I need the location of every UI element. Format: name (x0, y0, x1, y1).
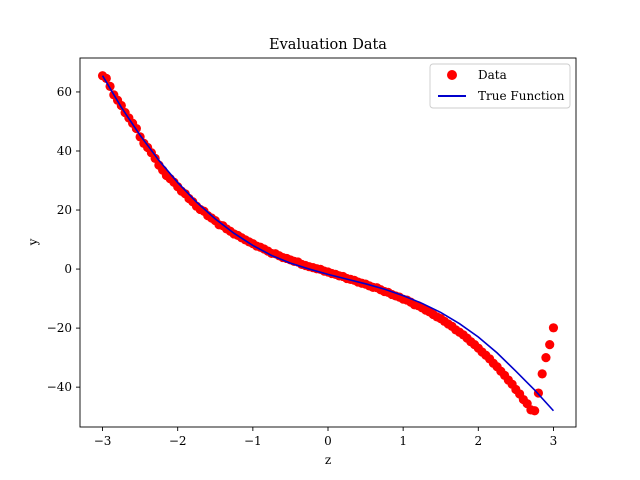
x-tick-label: −1 (244, 434, 262, 448)
y-tick-label: 60 (57, 85, 72, 99)
x-tick-label: −2 (169, 434, 187, 448)
data-point (101, 73, 111, 83)
x-tick-label: 3 (550, 434, 558, 448)
y-tick-label: 20 (57, 203, 72, 217)
data-series (97, 71, 559, 416)
y-tick-label: −20 (47, 321, 72, 335)
chart-title: Evaluation Data (269, 37, 387, 53)
legend-marker-data (447, 70, 457, 80)
legend: Data True Function (429, 63, 571, 109)
x-tick-label: 2 (474, 434, 482, 448)
legend-label-data: Data (478, 68, 507, 82)
true-function-line (101, 75, 555, 412)
data-point (541, 353, 551, 363)
x-tick-label: 0 (324, 434, 332, 448)
x-axis-label: z (325, 453, 331, 467)
data-point (545, 340, 555, 350)
data-point (150, 153, 160, 163)
data-point (530, 406, 540, 416)
y-tick-label: −40 (47, 380, 72, 394)
data-point (548, 323, 559, 333)
y-tick-label: 40 (57, 144, 72, 158)
plot-area (97, 71, 559, 416)
y-tick-label: 0 (64, 262, 72, 276)
x-tick-label: −3 (94, 434, 112, 448)
data-point (537, 369, 547, 379)
legend-label-true-function: True Function (478, 89, 565, 103)
y-axis-label: y (26, 238, 40, 246)
y-axis: −40 −20 0 20 40 60 (47, 85, 80, 394)
x-tick-label: 1 (399, 434, 407, 448)
x-axis: −3 −2 −1 0 1 2 3 (94, 427, 558, 448)
